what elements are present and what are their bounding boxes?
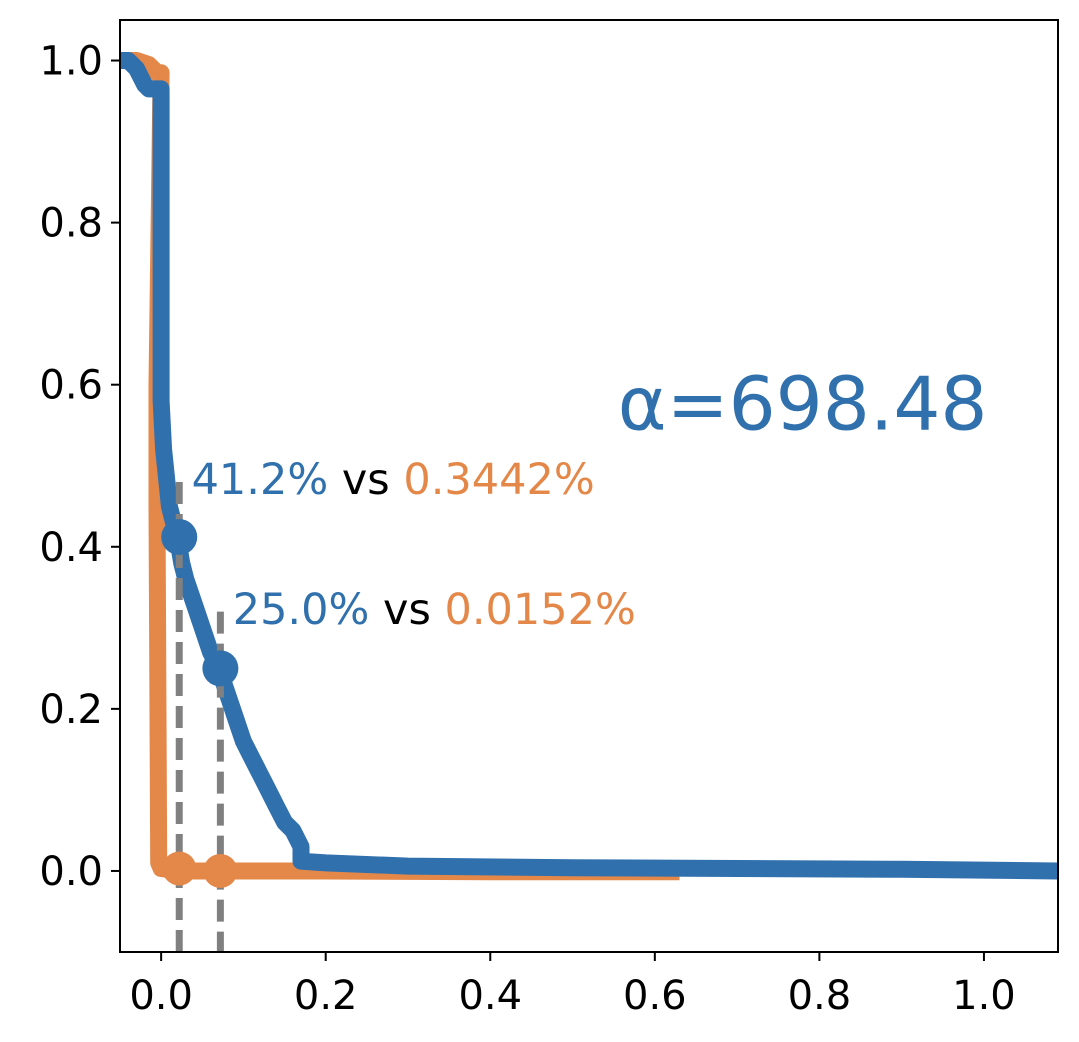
x-tick-label: 0.6 bbox=[623, 973, 687, 1019]
y-tick-label: 1.0 bbox=[39, 39, 103, 85]
blue-marker-0 bbox=[161, 519, 198, 556]
annotation-vs: vs bbox=[369, 585, 444, 635]
annotation-1: 25.0% vs 0.0152% bbox=[233, 585, 636, 635]
blue-marker-1 bbox=[202, 650, 239, 687]
annotation-orange-value: 0.0152% bbox=[445, 585, 636, 635]
y-tick-label: 0.0 bbox=[39, 849, 103, 895]
y-axis: 0.0 0.2 0.4 0.6 0.8 1.0 bbox=[39, 39, 120, 895]
annotation-vs: vs bbox=[328, 455, 403, 505]
x-axis: 0.0 0.2 0.4 0.6 0.8 1.0 bbox=[129, 952, 1016, 1019]
y-tick-label: 0.2 bbox=[39, 687, 103, 733]
orange-marker-1 bbox=[203, 853, 238, 888]
point-markers bbox=[161, 519, 239, 888]
y-tick-label: 0.8 bbox=[39, 201, 103, 247]
y-tick-label: 0.6 bbox=[39, 363, 103, 409]
annotation-blue-value: 41.2% bbox=[192, 455, 329, 505]
orange-marker-0 bbox=[162, 851, 197, 886]
plot-lines bbox=[119, 52, 1059, 881]
alpha-label: α=698.48 bbox=[618, 361, 988, 447]
series-line-blue bbox=[119, 52, 1059, 880]
x-tick-label: 0.4 bbox=[458, 973, 522, 1019]
x-tick-label: 0.2 bbox=[294, 973, 358, 1019]
annotation-orange-value: 0.3442% bbox=[403, 455, 594, 505]
series-line-orange bbox=[120, 52, 680, 881]
annotation-blue-value: 25.0% bbox=[233, 585, 370, 635]
plot-frame bbox=[119, 19, 1059, 953]
y-tick-label: 0.4 bbox=[39, 525, 103, 571]
x-tick-label: 0.8 bbox=[788, 973, 852, 1019]
annotation-layer: 41.2% vs 0.3442% 25.0% vs 0.0152% α=698.48 bbox=[192, 361, 988, 635]
annotation-0: 41.2% vs 0.3442% bbox=[192, 455, 595, 505]
x-tick-label: 1.0 bbox=[952, 973, 1016, 1019]
x-tick-label: 0.0 bbox=[129, 973, 193, 1019]
